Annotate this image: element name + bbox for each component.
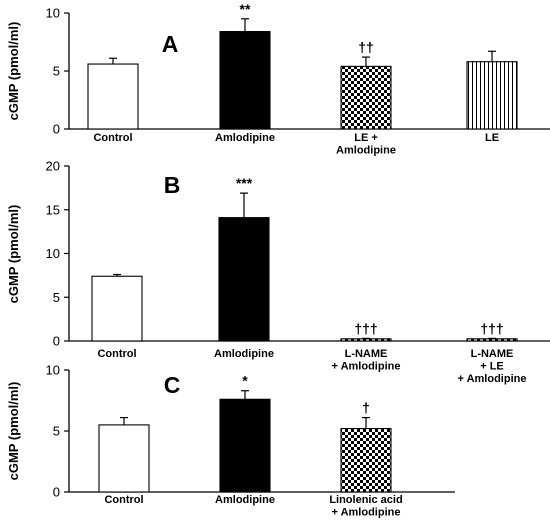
significance-marker: † xyxy=(362,400,370,416)
y-tick-label: 20 xyxy=(46,159,60,174)
y-tick-label: 5 xyxy=(53,290,60,305)
category-label-line: Amlodipine xyxy=(215,132,275,144)
significance-marker: ††† xyxy=(480,320,503,336)
y-tick-label: 15 xyxy=(46,202,60,217)
y-tick-label: 0 xyxy=(53,485,60,500)
category-label: LE + Amlodipine xyxy=(336,132,396,157)
category-label-line: LE xyxy=(485,132,499,144)
y-tick-label: 5 xyxy=(53,64,60,79)
category-label: Control xyxy=(104,494,143,506)
significance-marker: *** xyxy=(236,175,253,191)
y-tick-label: 10 xyxy=(46,246,60,261)
bar xyxy=(340,65,392,130)
significance-marker: ††† xyxy=(354,320,377,336)
y-axis-label: cGMP (pmol/ml) xyxy=(6,22,21,121)
category-label-line: Amlodipine xyxy=(214,348,274,360)
y-tick-label: 0 xyxy=(53,334,60,349)
category-label-line: Amlodipine xyxy=(215,494,275,506)
bar xyxy=(466,61,518,130)
category-label: Amlodipine xyxy=(215,494,275,506)
chart-panel-c: 0 5 10 cGMP (pmol/ml) C Control * Amlodipine † Li… xyxy=(6,363,455,519)
bar xyxy=(98,424,150,493)
category-label: L-NAME + LE + Amlodipine xyxy=(458,348,527,385)
significance-marker: * xyxy=(242,373,248,389)
category-label-line: + LE xyxy=(480,361,504,373)
bar xyxy=(219,398,271,493)
panel-label: C xyxy=(164,372,181,398)
panel-label: B xyxy=(164,172,181,198)
y-tick-label: 5 xyxy=(53,424,60,439)
category-label-line: Linolenic acid xyxy=(329,494,402,506)
category-label-line: Amlodipine xyxy=(336,145,396,157)
category-label-line: L-NAME xyxy=(345,348,388,360)
chart-panel-a: 0 5 10 cGMP (pmol/ml) A Control ** Amlodipine ††… xyxy=(6,1,550,157)
category-label: L-NAME + Amlodipine xyxy=(332,348,401,373)
category-label-line: Control xyxy=(97,348,136,360)
category-label: Linolenic acid + Amlodipine xyxy=(329,494,402,519)
category-label: Amlodipine xyxy=(215,132,275,144)
category-label: Amlodipine xyxy=(214,348,274,360)
category-label-line: L-NAME xyxy=(471,348,514,360)
significance-marker: ** xyxy=(240,1,251,17)
bar xyxy=(91,275,143,342)
bar xyxy=(219,31,271,130)
bar xyxy=(218,217,270,342)
category-label: Control xyxy=(97,348,136,360)
y-tick-label: 0 xyxy=(53,122,60,137)
y-tick-label: 10 xyxy=(46,363,60,378)
panel-label: A xyxy=(162,31,179,57)
bar xyxy=(87,63,139,130)
y-tick-label: 10 xyxy=(46,6,60,21)
category-label-line: + Amlodipine xyxy=(458,373,527,385)
category-label-line: + Amlodipine xyxy=(332,361,401,373)
bar xyxy=(466,338,518,342)
y-axis-label: cGMP (pmol/ml) xyxy=(6,382,21,481)
category-label: Control xyxy=(93,132,132,144)
significance-marker: †† xyxy=(358,39,374,55)
chart-panel-b: 0 5 10 15 20 cGMP (pmol/ml) B Control *** Amlodip… xyxy=(6,159,550,385)
y-axis-label: cGMP (pmol/ml) xyxy=(6,205,21,304)
category-label: LE xyxy=(485,132,499,144)
bar xyxy=(340,428,392,493)
bar xyxy=(340,338,392,342)
category-label-line: + Amlodipine xyxy=(332,507,401,519)
category-label-line: Control xyxy=(93,132,132,144)
category-label-line: LE + xyxy=(354,132,378,144)
category-label-line: Control xyxy=(104,494,143,506)
